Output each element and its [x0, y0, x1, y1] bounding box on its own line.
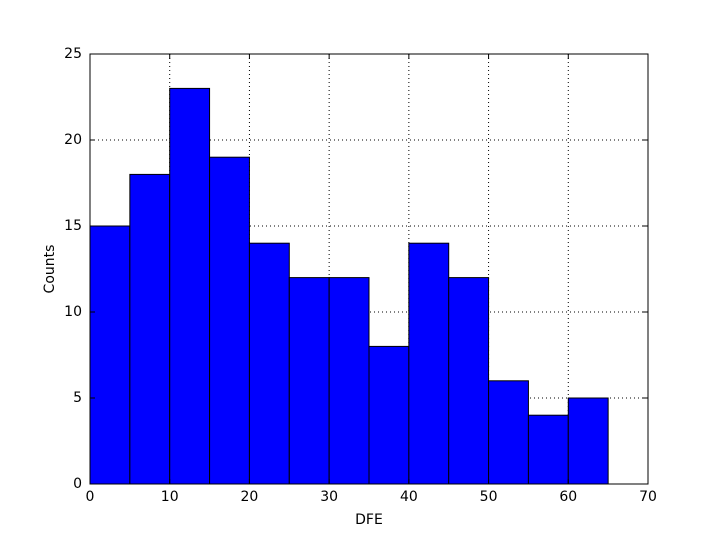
bar	[169, 87, 211, 485]
bar	[488, 380, 529, 485]
y-tick-label: 0	[73, 476, 82, 492]
y-tick-label: 20	[64, 132, 82, 148]
x-tick-label: 30	[320, 489, 338, 505]
bar	[527, 414, 569, 485]
y-tick-label: 10	[64, 304, 82, 320]
x-tick-label: 70	[639, 489, 657, 505]
x-tick-label: 40	[400, 489, 418, 505]
bar	[448, 277, 490, 485]
bar	[567, 397, 609, 485]
x-tick-label: 50	[480, 489, 498, 505]
y-tick-label: 25	[64, 46, 82, 62]
x-tick-label: 60	[559, 489, 577, 505]
y-axis-label: Counts	[42, 245, 58, 294]
x-tick-label: 10	[161, 489, 179, 505]
plot-frame	[89, 53, 649, 485]
bar	[209, 156, 250, 485]
x-tick-label: 20	[241, 489, 259, 505]
bar	[328, 277, 370, 485]
bar	[248, 242, 290, 485]
y-tick-label: 15	[64, 218, 82, 234]
bar	[408, 242, 450, 485]
bar	[129, 173, 171, 485]
y-tick-label: 5	[73, 390, 82, 406]
x-axis-label: DFE	[355, 512, 383, 528]
bar	[368, 345, 410, 485]
bar	[89, 225, 131, 485]
x-tick-label: 0	[86, 489, 95, 505]
bar	[288, 277, 330, 485]
